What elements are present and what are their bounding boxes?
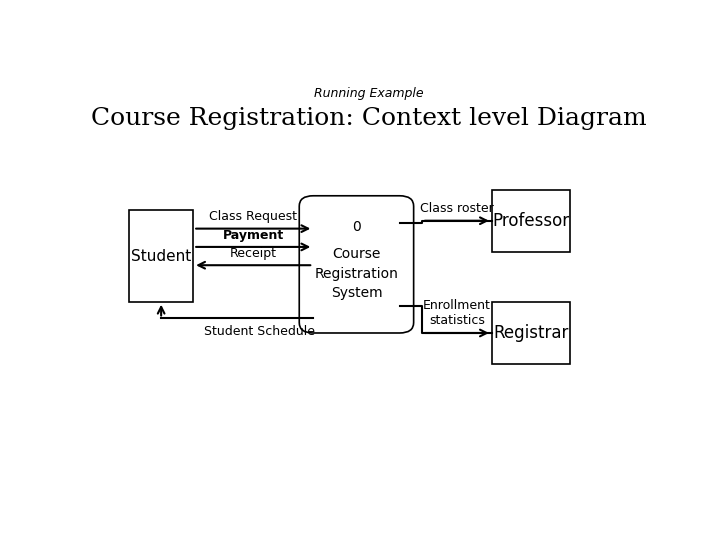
- Text: Receipt: Receipt: [230, 247, 276, 260]
- Text: Enrollment
statistics: Enrollment statistics: [423, 299, 491, 327]
- Text: 0: 0: [352, 220, 361, 234]
- Text: Professor: Professor: [492, 212, 570, 230]
- Text: Running Example: Running Example: [314, 87, 424, 100]
- FancyBboxPatch shape: [300, 196, 414, 333]
- Text: Course Registration: Context level Diagram: Course Registration: Context level Diagr…: [91, 107, 647, 130]
- Bar: [492, 302, 570, 364]
- Text: Student Schedule: Student Schedule: [204, 325, 315, 338]
- Bar: [492, 190, 570, 252]
- Text: Class Request: Class Request: [210, 210, 297, 223]
- Text: Payment: Payment: [222, 228, 284, 241]
- Text: Registrar: Registrar: [493, 324, 569, 342]
- Text: Class roster: Class roster: [420, 202, 494, 215]
- Text: Course
Registration
System: Course Registration System: [315, 247, 398, 300]
- Text: Student: Student: [131, 248, 192, 264]
- Bar: [129, 210, 193, 302]
